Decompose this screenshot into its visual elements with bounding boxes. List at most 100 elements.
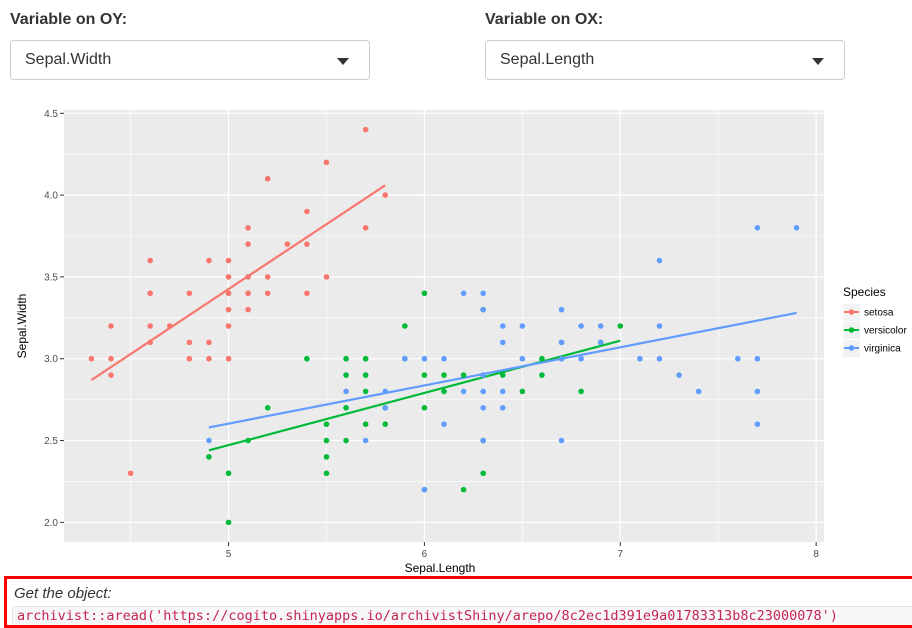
data-point-versicolor [617, 323, 624, 329]
data-point-virginica [656, 323, 663, 329]
data-point-versicolor [343, 372, 349, 378]
data-point-setosa [245, 274, 251, 280]
data-point-virginica [362, 437, 369, 444]
data-point-virginica [558, 306, 565, 313]
y-axis-label: Sepal.Width [15, 294, 29, 359]
data-point-setosa [206, 355, 212, 362]
data-point-versicolor [264, 405, 271, 411]
data-point-setosa [206, 257, 212, 264]
data-point-setosa [245, 225, 251, 231]
data-point-versicolor [578, 388, 584, 395]
data-point-versicolor [421, 405, 428, 411]
fit-line-setosa [90, 184, 386, 381]
data-point-setosa [206, 339, 212, 346]
data-point-virginica [382, 388, 389, 395]
data-point-versicolor [362, 421, 369, 427]
data-point-setosa [225, 274, 232, 280]
data-point-virginica [578, 355, 584, 362]
data-point-virginica [441, 355, 447, 362]
legend: Species setosa versicolor virginica [843, 285, 907, 357]
data-point-setosa [362, 126, 369, 133]
data-point-versicolor [499, 372, 506, 378]
data-point-virginica [558, 339, 565, 346]
data-point-versicolor [441, 388, 447, 395]
data-point-versicolor [206, 454, 212, 460]
fit-line-versicolor [208, 339, 621, 452]
data-point-versicolor [343, 437, 349, 444]
data-point-setosa [245, 241, 251, 247]
archivist-code[interactable]: archivist::aread('https://cogito.shinyap… [12, 606, 912, 625]
data-point-setosa [147, 290, 153, 297]
y-tick-label: 3.5 [44, 272, 58, 283]
data-point-setosa [166, 323, 173, 329]
data-point-setosa [245, 290, 251, 297]
data-point-versicolor [362, 372, 369, 378]
data-point-virginica [499, 323, 506, 329]
data-point-setosa [186, 339, 193, 346]
data-point-virginica [735, 355, 741, 362]
data-point-setosa [108, 372, 114, 378]
chevron-down-icon [337, 58, 349, 65]
data-point-virginica [499, 339, 506, 346]
data-point-setosa [225, 257, 232, 264]
data-point-setosa [147, 323, 153, 329]
data-point-versicolor [225, 519, 232, 526]
data-point-versicolor [539, 355, 545, 362]
data-point-virginica [754, 388, 761, 395]
data-point-setosa [323, 274, 330, 280]
data-point-virginica [578, 323, 584, 329]
data-point-setosa [284, 241, 291, 247]
get-object-panel: Get the object: archivist::aread('https:… [4, 576, 912, 628]
data-point-virginica [558, 355, 565, 362]
data-point-setosa [88, 355, 95, 362]
data-point-virginica [421, 486, 428, 493]
get-object-title: Get the object: [14, 585, 112, 602]
data-point-versicolor [343, 405, 349, 411]
data-point-setosa [147, 257, 153, 264]
data-point-virginica [382, 405, 389, 411]
data-point-versicolor [323, 454, 330, 460]
y-tick-label: 4.0 [44, 191, 58, 202]
y-tick-label: 3.0 [44, 354, 58, 365]
data-point-setosa [264, 274, 271, 280]
data-point-setosa [225, 323, 232, 329]
data-point-versicolor [441, 372, 447, 378]
data-point-virginica [656, 355, 663, 362]
legend-label-virginica: virginica [864, 344, 901, 355]
data-point-virginica [656, 257, 663, 264]
data-point-virginica [558, 437, 565, 444]
ox-select[interactable]: Sepal.Length [485, 40, 845, 80]
data-point-setosa [108, 323, 114, 329]
x-tick-label: 7 [618, 549, 624, 560]
data-point-versicolor [304, 355, 310, 362]
data-point-versicolor [460, 486, 467, 493]
data-point-setosa [245, 306, 251, 313]
data-point-versicolor [382, 421, 389, 427]
data-point-setosa [304, 208, 310, 215]
oy-select[interactable]: Sepal.Width [10, 40, 370, 80]
data-point-setosa [108, 355, 114, 362]
data-point-versicolor [362, 355, 369, 362]
data-point-virginica [206, 437, 212, 444]
x-axis-label: Sepal.Length [405, 561, 476, 575]
data-point-virginica [754, 355, 761, 362]
data-point-versicolor [323, 421, 330, 427]
data-point-versicolor [519, 388, 526, 395]
data-point-setosa [362, 225, 369, 231]
data-point-versicolor [245, 437, 251, 444]
data-point-setosa [147, 339, 153, 346]
data-point-setosa [225, 306, 232, 313]
oy-select-value: Sepal.Width [25, 51, 112, 68]
data-point-versicolor [460, 372, 467, 378]
data-point-virginica [793, 225, 800, 231]
data-point-virginica [480, 306, 486, 313]
chevron-down-icon [812, 58, 824, 65]
data-point-versicolor [323, 470, 330, 477]
data-point-setosa [304, 241, 310, 247]
data-point-versicolor [343, 355, 349, 362]
data-point-setosa [186, 355, 193, 362]
y-tick-label: 4.5 [44, 109, 58, 120]
data-point-virginica [343, 388, 349, 395]
data-point-virginica [519, 323, 526, 329]
data-point-virginica [480, 372, 486, 378]
